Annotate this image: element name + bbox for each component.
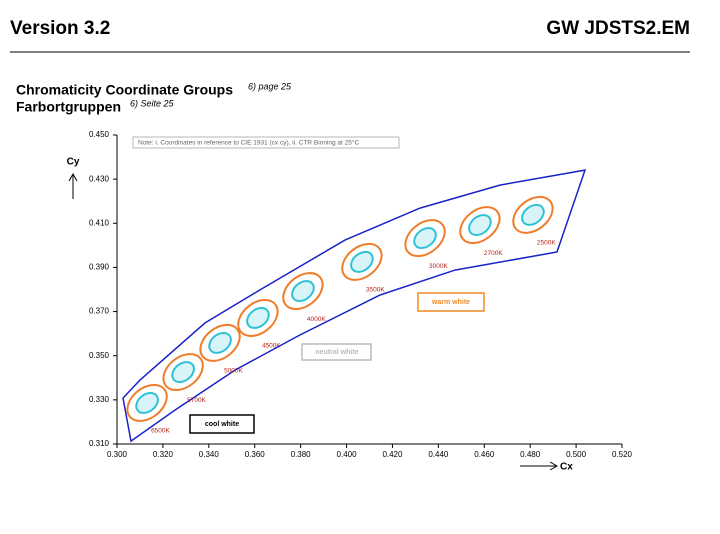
group-box — [417, 292, 485, 312]
bin-outer — [404, 219, 446, 258]
title-en: Chromaticity Coordinate Groups — [16, 82, 233, 98]
bin-inner — [246, 306, 270, 329]
x-tick-label: 0.380 — [291, 450, 312, 459]
ref-de: 6) Seite 25 — [130, 98, 175, 108]
bin-outer — [512, 195, 554, 234]
bin-inner — [413, 227, 437, 250]
y-tick-label: 0.350 — [89, 351, 110, 360]
x-tick-label: 0.440 — [428, 450, 449, 459]
note-box — [132, 136, 400, 149]
group-label: cool white — [205, 421, 239, 428]
bin-inner — [208, 331, 232, 354]
x-tick-label: 0.300 — [107, 450, 128, 459]
note: Note: i. Coordinates in reference to CIE… — [138, 139, 359, 147]
bin-outline — [122, 169, 587, 443]
x-tick-label: 0.460 — [474, 450, 495, 459]
cct-label: 2700K — [484, 250, 503, 257]
bin-outer — [199, 323, 241, 362]
cct-label: 3500K — [366, 287, 385, 294]
bin-inner — [135, 391, 159, 414]
group-box — [189, 414, 255, 434]
doc-id: GW JDSTS2.EM — [546, 18, 690, 39]
plot: 0.310 0.330 0.350 0.370 0.390 0.410 0.430 0.450… — [89, 130, 633, 459]
cct-label: 5000K — [224, 368, 243, 375]
y-tick-label: 0.450 — [89, 130, 110, 139]
cct-label: 4500K — [262, 343, 281, 350]
bin-inner — [468, 214, 492, 237]
x-tick-label: 0.500 — [566, 450, 587, 459]
x-tick-label: 0.360 — [245, 450, 266, 459]
group-box — [301, 343, 372, 361]
bin-outer — [341, 242, 383, 281]
ref-en: 6) page 25 — [248, 81, 292, 91]
x-tick-label: 0.520 — [612, 450, 633, 459]
cct-label: 4000K — [307, 316, 326, 323]
y-tick-label: 0.410 — [89, 218, 110, 227]
cct-label: 2500K — [537, 240, 556, 247]
bin-inner — [291, 280, 315, 303]
y-tick-label: 0.390 — [89, 263, 110, 272]
x-tick-label: 0.400 — [337, 450, 358, 459]
title-de: Farbortgruppen — [16, 99, 121, 115]
y-tick-label: 0.370 — [89, 307, 110, 316]
bin-inner — [521, 203, 545, 226]
bin-outer — [459, 206, 501, 245]
cct-label: 6500K — [151, 428, 170, 435]
cct-label: 5700K — [187, 397, 206, 404]
bin-inner — [171, 361, 195, 384]
cct-label: 3000K — [429, 263, 448, 270]
x-tick-label: 0.420 — [382, 450, 403, 459]
y-tick-label: 0.330 — [89, 395, 110, 404]
x-tick-label: 0.340 — [199, 450, 220, 459]
bin-outer — [282, 272, 324, 311]
bin-outer — [237, 298, 279, 337]
group-label: neutral white — [315, 349, 358, 356]
bin-outer — [126, 383, 168, 422]
y-axis-label: Cy — [67, 157, 80, 168]
y-arrow — [68, 172, 78, 199]
y-tick-label: 0.310 — [89, 439, 110, 448]
x-tick-label: 0.320 — [153, 450, 174, 459]
y-tick-label: 0.430 — [89, 174, 110, 183]
bin-outer — [162, 353, 204, 392]
version: Version 3.2 — [10, 18, 110, 39]
x-tick-label: 0.480 — [520, 450, 541, 459]
bin-inner — [350, 250, 374, 273]
group-label: warm white — [431, 299, 470, 306]
x-axis-label: Cx — [560, 462, 573, 473]
x-arrow — [520, 461, 559, 471]
